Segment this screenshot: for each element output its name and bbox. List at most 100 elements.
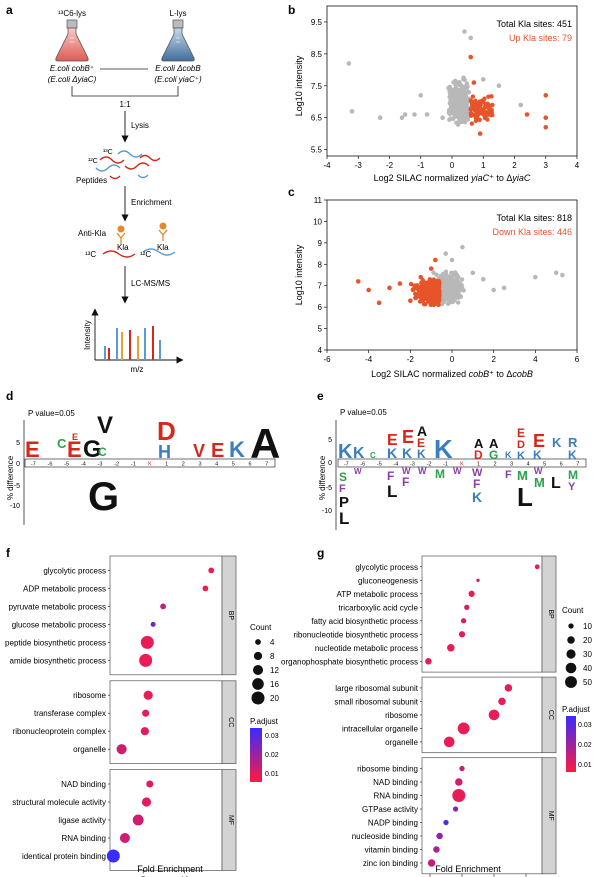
panel-label-e: e (317, 389, 324, 403)
f-count-legend-label: 12 (270, 666, 279, 675)
g-term-label: ribosome binding (357, 765, 418, 774)
panel-g: g BP glycolytic process gluconeogenesis ATP… (281, 546, 592, 877)
g-term-label: small ribosomal subunit (334, 697, 418, 706)
count-legend-title-g: Count (562, 606, 584, 615)
g-dot (464, 604, 470, 610)
g-dot (498, 697, 506, 706)
b-xtick-label: 4 (575, 161, 580, 170)
legend-total-b: Total Kla sites: 451 (496, 19, 572, 29)
g-facet-label: BP (547, 609, 554, 619)
count-legend-f: 4 8 12 16 20 (251, 638, 279, 705)
logo-e-up-18: K (517, 450, 525, 462)
peptides-label: Peptides (76, 176, 107, 185)
d-position-label: -5 (64, 462, 69, 468)
g-dot (468, 590, 475, 597)
b-point-grey (462, 29, 467, 34)
ms-ylabel: Intensity (83, 320, 92, 350)
b-point-orange (477, 131, 483, 136)
g-term-label: tricarboxylic acid cycle (338, 603, 418, 612)
g-dot (427, 859, 436, 867)
e-position-label: -7 (344, 462, 349, 468)
c-point-cloud-orange (419, 290, 425, 296)
c-point-cloud-orange (423, 301, 428, 307)
b-xtick-label: -2 (386, 161, 394, 170)
b-point-cloud-orange (479, 98, 485, 104)
g-dot (459, 765, 465, 772)
b-point-cloud-grey (462, 119, 468, 125)
b-point-orange (471, 80, 477, 85)
g-dot (433, 846, 440, 853)
c-point-cloud-grey (441, 278, 446, 284)
c-point-grey (470, 270, 476, 276)
panel-e: e P value=0.05 5 0 -5 -10 % difference -… (317, 389, 587, 530)
peptides-illustration: ¹³C ¹²C (88, 149, 161, 180)
b-xtick-label: 3 (544, 161, 549, 170)
padj-tick-g-0: 0.03 (578, 722, 592, 729)
xlabel-g: Fold Enrichment (435, 864, 501, 874)
b-ytick-label: 9.5 (311, 18, 323, 27)
d-position-label: -7 (31, 462, 36, 468)
b-point-grey (412, 112, 417, 117)
b-point-cloud-grey (456, 114, 462, 119)
logo-e-down-5: F (387, 469, 394, 483)
f-xtick-label: 5 (141, 875, 146, 877)
logo-d-up-3: E (72, 432, 78, 442)
b-point-grey (468, 35, 474, 41)
f-term-label: RNA binding (62, 834, 106, 843)
e-position-label: -2 (426, 462, 431, 468)
b-point-grey (377, 115, 383, 121)
d-position-label: 5 (232, 462, 235, 468)
c-point-cloud-orange (408, 281, 414, 287)
antibody-icons (102, 222, 176, 258)
c-ytick-label: 8 (318, 260, 323, 269)
c13-kla-label: ¹³C (85, 250, 96, 259)
c-ytick-label: 9 (318, 239, 323, 248)
e-position-label: 5 (543, 462, 546, 468)
d-position-label: 2 (182, 462, 185, 468)
c-point-cloud-grey (452, 298, 457, 303)
d-position-label: 6 (248, 462, 251, 468)
padj-legend-title-f: P.adjust (250, 717, 279, 726)
g-facet-strip (541, 757, 557, 875)
legend-up-b: Up Kla sites: 79 (509, 33, 572, 43)
f-dot (132, 814, 144, 826)
d-position-label: 1 (165, 462, 168, 468)
right-strain-1: E.coli ΔcobB (155, 64, 201, 73)
g-facet-panel (421, 757, 543, 875)
d-position-label: -3 (98, 462, 103, 468)
e-position-label: 6 (560, 462, 563, 468)
c-point-cloud-orange (429, 281, 434, 286)
logo-e-up-19: E (533, 431, 545, 451)
g-dot (447, 644, 455, 652)
g-dot (460, 618, 467, 624)
mix-bracket (71, 86, 179, 97)
f-dot (140, 635, 154, 649)
f-facet-label: BP (227, 611, 234, 621)
b-point-cloud-grey (447, 117, 452, 122)
f-count-legend-dot (253, 651, 263, 661)
logo-e-down-8: F (402, 475, 409, 489)
ytick-e-5: 5 (328, 437, 332, 444)
logo-e-up-11: A (474, 436, 484, 451)
g-term-label: intracellular organelle (342, 724, 419, 733)
f-count-legend-label: 16 (270, 680, 279, 689)
e-position-label: -3 (410, 462, 415, 468)
c-point-grey (533, 274, 538, 280)
logo-d-up-7: D (157, 416, 176, 446)
g-dot (457, 722, 470, 735)
d-position-bar (24, 458, 276, 468)
logo-e-up-16: E (517, 426, 525, 440)
xlabel-b: Log2 SILAC normalized yiaC⁺ to ΔyiaC (374, 173, 531, 183)
kla-label-2: Kla (157, 243, 169, 252)
b-point-cloud-grey (447, 88, 452, 93)
f-term-label: pyruvate metabolic process (9, 602, 106, 611)
f-dot (140, 727, 149, 736)
c-point-orange (428, 266, 434, 271)
ytick-d-0: 0 (16, 461, 20, 468)
g-dot (476, 578, 480, 582)
f-term-label: transferase complex (34, 709, 106, 718)
scatter-points-b (346, 29, 549, 136)
c-point-orange (387, 285, 392, 291)
g-term-label: large ribosomal subunit (335, 684, 418, 693)
